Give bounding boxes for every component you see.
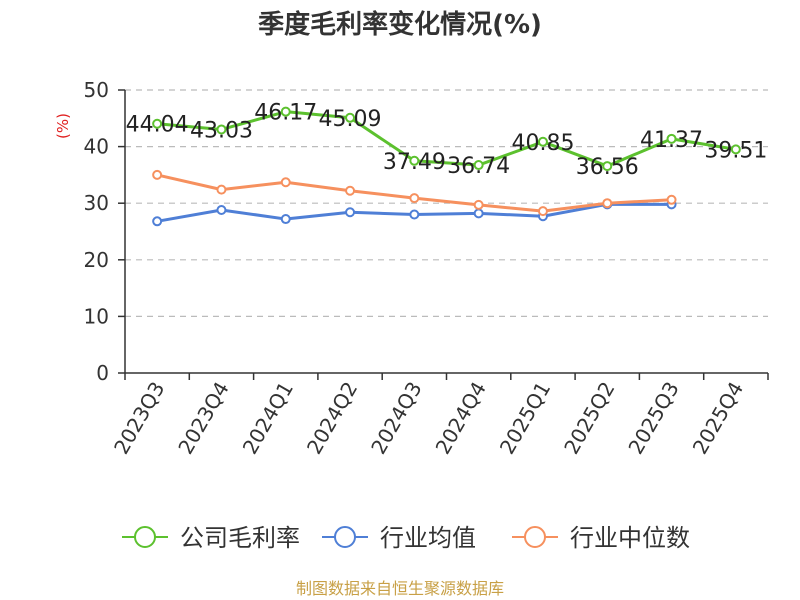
data-point [216, 184, 227, 195]
legend-marker [334, 526, 356, 548]
data-label: 36.74 [447, 154, 510, 179]
x-tick-label: 2024Q1 [238, 378, 298, 459]
x-tick-label: 2024Q3 [366, 378, 426, 459]
data-label: 40.85 [511, 131, 574, 156]
data-point [537, 136, 548, 147]
data-point [473, 160, 484, 171]
series-line-2 [156, 173, 672, 213]
data-label: 36.56 [576, 155, 639, 180]
legend-marker [524, 526, 546, 548]
data-label: 46.17 [254, 101, 317, 126]
data-point [152, 169, 163, 180]
data-label: 39.51 [704, 138, 767, 163]
legend-label: 行业均值 [380, 524, 476, 552]
y-tick-label: 30 [84, 191, 109, 215]
y-tick-label: 10 [84, 304, 109, 328]
legend: 公司毛利率 行业均值 行业中位数 [122, 524, 690, 552]
data-point [409, 209, 420, 220]
legend-marker [134, 526, 156, 548]
data-point [152, 216, 163, 227]
data-point [666, 194, 677, 205]
x-tick-label: 2025Q1 [495, 378, 555, 459]
data-label: 41.37 [640, 128, 703, 153]
data-point [280, 214, 291, 225]
y-tick-label: 50 [84, 78, 109, 102]
x-tick-label: 2025Q3 [623, 378, 683, 459]
x-tick-label: 2025Q2 [559, 378, 619, 459]
data-point [345, 207, 356, 218]
y-axis-unit-label: (%) [54, 113, 72, 139]
data-point [409, 193, 420, 204]
series-line-0 [157, 110, 737, 168]
y-tick-label: 20 [84, 248, 109, 272]
y-tick-label: 0 [96, 361, 109, 385]
source-note: 制图数据来自恒生聚源数据库 [296, 579, 504, 598]
data-label: 37.49 [383, 150, 446, 175]
data-point [216, 124, 227, 135]
data-point [473, 199, 484, 210]
data-point [216, 204, 227, 215]
data-point [345, 112, 356, 123]
data-point [409, 155, 420, 166]
x-tick-label: 2024Q4 [431, 378, 491, 459]
y-tick-label: 40 [84, 135, 109, 159]
data-point [602, 161, 613, 172]
data-point [666, 133, 677, 144]
series-lines [152, 106, 741, 227]
x-tick-label: 2023Q4 [173, 378, 233, 459]
data-point [152, 118, 163, 129]
data-label: 43.03 [190, 118, 253, 143]
data-point [473, 208, 484, 219]
data-point [537, 206, 548, 217]
data-point [280, 177, 291, 188]
chart-title: 季度毛利率变化情况(%) [258, 9, 542, 40]
data-point [730, 144, 741, 155]
x-tick-label: 2023Q3 [109, 378, 169, 459]
x-tick-label: 2024Q2 [302, 378, 362, 459]
data-point [602, 198, 613, 209]
data-label: 45.09 [319, 107, 382, 132]
legend-label: 公司毛利率 [180, 524, 300, 552]
data-point [345, 185, 356, 196]
data-label: 44.04 [126, 113, 189, 138]
gridlines [125, 89, 768, 317]
x-tick-label: 2025Q4 [688, 378, 748, 459]
data-point [280, 106, 291, 117]
legend-label: 行业中位数 [570, 524, 690, 552]
